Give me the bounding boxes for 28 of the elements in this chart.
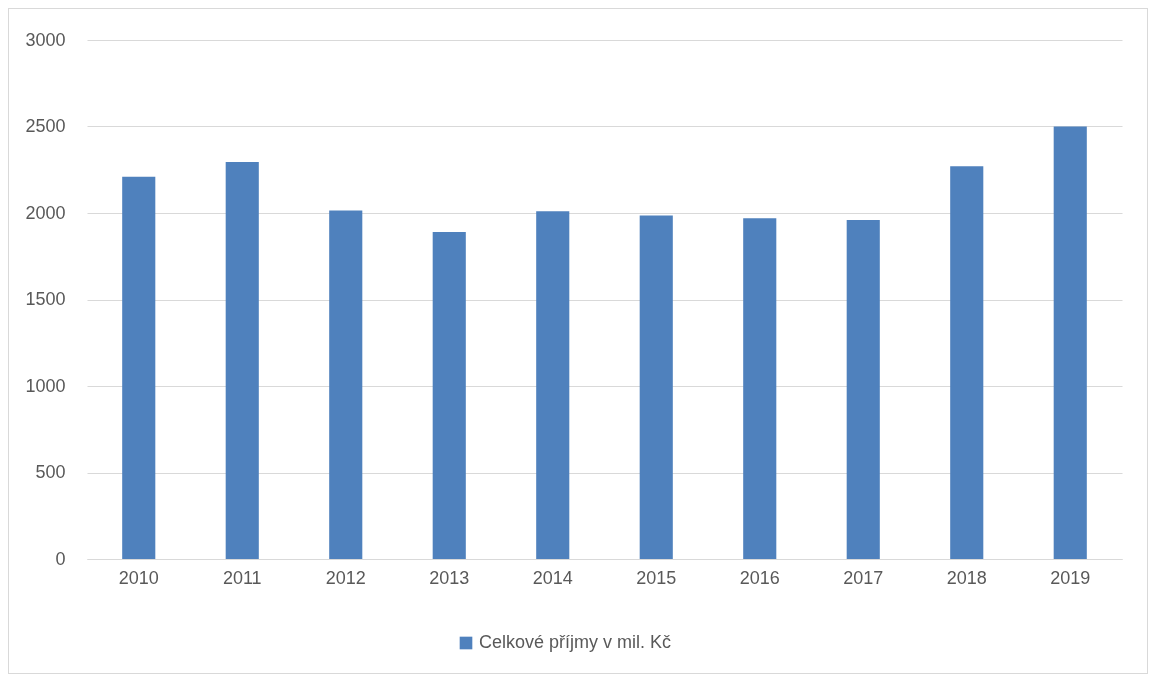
bar <box>950 166 984 559</box>
x-tick-label: 2010 <box>118 567 159 588</box>
bar <box>432 232 466 559</box>
x-tick-label: 2017 <box>843 567 884 588</box>
y-tick-label: 0 <box>55 548 66 569</box>
x-tick-label: 2018 <box>946 567 987 588</box>
x-tick-label: 2011 <box>222 567 262 588</box>
bar <box>1053 126 1087 559</box>
bar <box>329 210 363 559</box>
x-tick-label: 2012 <box>325 567 366 588</box>
x-tick-label: 2013 <box>429 567 470 588</box>
bar <box>639 215 673 559</box>
y-tick-label: 2000 <box>25 202 66 223</box>
bar <box>846 219 880 559</box>
bar <box>743 218 777 559</box>
x-tick-label: 2019 <box>1050 567 1091 588</box>
y-tick-label: 2500 <box>25 116 66 136</box>
y-tick-label: 1000 <box>25 375 66 396</box>
bar <box>225 161 259 559</box>
y-tick-label: 1500 <box>25 289 66 309</box>
y-tick-label: 500 <box>35 462 66 482</box>
bar <box>122 176 156 559</box>
y-tick-label: 3000 <box>25 29 66 50</box>
x-tick-label: 2014 <box>532 567 573 588</box>
x-tick-label: 2016 <box>739 567 780 588</box>
legend-label: Celkové příjmy v mil. Kč <box>479 632 672 652</box>
x-tick-label: 2015 <box>636 567 677 588</box>
bar <box>536 211 570 559</box>
